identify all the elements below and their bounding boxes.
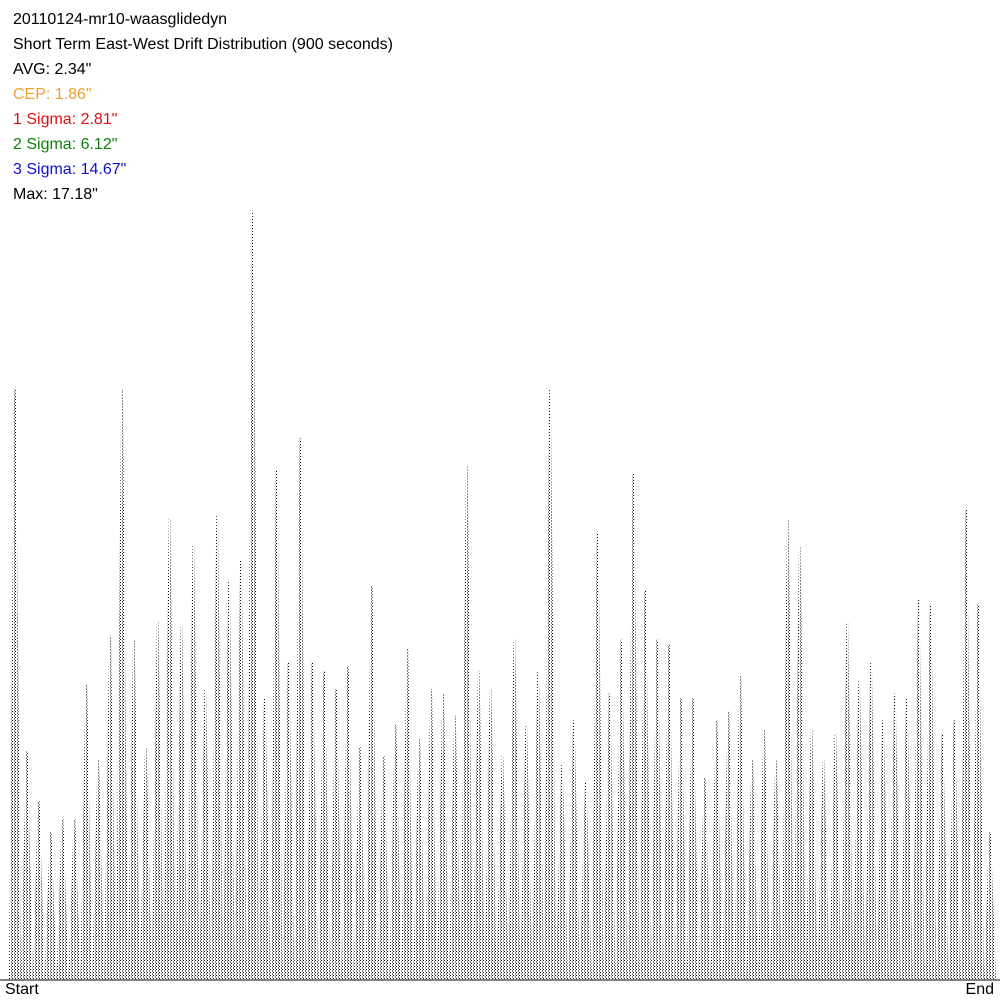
drift-spike bbox=[841, 621, 854, 980]
drift-spike bbox=[758, 729, 771, 980]
stat-line: 1 Sigma: 2.81" bbox=[13, 111, 117, 128]
drift-spike bbox=[710, 720, 723, 980]
chart-title: 20110124-mr10-waasglidedyn bbox=[13, 11, 227, 28]
drift-spike bbox=[829, 733, 842, 980]
drift-spike bbox=[603, 693, 616, 980]
drift-spike bbox=[448, 715, 461, 980]
drift-spike bbox=[353, 747, 366, 980]
drift-spike bbox=[44, 832, 57, 980]
drift-spike bbox=[199, 689, 212, 980]
drift-spike bbox=[223, 581, 236, 980]
drift-spike bbox=[127, 639, 140, 980]
drift-spike bbox=[258, 697, 271, 980]
drift-spike bbox=[746, 760, 759, 980]
drift-spike bbox=[627, 474, 640, 980]
drift-spike bbox=[472, 671, 485, 980]
stat-line: Max: 17.18" bbox=[13, 186, 98, 203]
stat-line: AVG: 2.34" bbox=[13, 61, 91, 78]
stat-line: 2 Sigma: 6.12" bbox=[13, 136, 117, 153]
drift-spike bbox=[270, 469, 283, 980]
drift-spike bbox=[805, 729, 818, 980]
drift-spike bbox=[425, 689, 438, 980]
drift-spike bbox=[662, 644, 675, 980]
drift-spike bbox=[639, 590, 652, 980]
drift-spike bbox=[68, 818, 81, 980]
drift-spike bbox=[365, 586, 378, 980]
drift-spike bbox=[544, 389, 557, 980]
drift-spike bbox=[318, 671, 331, 980]
drift-spike bbox=[948, 720, 961, 980]
drift-spike bbox=[56, 818, 69, 980]
drift-spike bbox=[734, 675, 747, 980]
drift-spike bbox=[984, 832, 996, 980]
drift-spike bbox=[401, 648, 414, 980]
drift-spike bbox=[80, 684, 93, 980]
drift-spike bbox=[413, 738, 426, 980]
drift-spike bbox=[496, 756, 509, 980]
drift-spike bbox=[520, 724, 533, 980]
drift-spike bbox=[686, 697, 699, 980]
drift-spike bbox=[116, 389, 129, 980]
drift-spike bbox=[377, 756, 390, 980]
x-label-end: End bbox=[966, 981, 994, 998]
drift-spike bbox=[591, 532, 604, 980]
drift-spike bbox=[234, 559, 247, 980]
drift-spike bbox=[793, 545, 806, 980]
drift-spike bbox=[865, 662, 878, 980]
drift-spike bbox=[389, 724, 402, 980]
drift-spike bbox=[9, 389, 21, 980]
drift-spike bbox=[888, 693, 901, 980]
drift-spike bbox=[960, 509, 973, 980]
drift-spike bbox=[330, 689, 343, 980]
drift-spike bbox=[282, 662, 295, 980]
drift-spike bbox=[567, 720, 580, 980]
drift-spike bbox=[972, 603, 985, 980]
drift-spike bbox=[722, 711, 735, 980]
drift-spike bbox=[555, 765, 568, 980]
drift-spike bbox=[187, 545, 200, 980]
drift-spike bbox=[615, 639, 628, 980]
stat-line: CEP: 1.86" bbox=[13, 86, 92, 103]
drift-spike bbox=[817, 760, 830, 980]
drift-spike bbox=[20, 751, 33, 980]
drift-spike bbox=[139, 747, 152, 980]
drift-spike bbox=[460, 465, 473, 980]
drift-spike bbox=[104, 635, 117, 980]
drift-spike bbox=[900, 697, 913, 980]
drift-spike bbox=[651, 639, 664, 980]
drift-spike bbox=[484, 689, 497, 980]
drift-spike bbox=[175, 626, 188, 980]
drift-spike bbox=[508, 639, 521, 980]
drift-spike bbox=[579, 783, 592, 980]
drift-spike bbox=[853, 680, 866, 980]
drift-spike bbox=[341, 666, 354, 980]
drift-spike bbox=[876, 720, 889, 980]
drift-spike bbox=[437, 693, 450, 980]
x-label-start: Start bbox=[5, 981, 39, 998]
drift-spike bbox=[674, 697, 687, 980]
drift-spike bbox=[698, 778, 711, 980]
drift-spike bbox=[924, 603, 937, 980]
drift-spike bbox=[163, 518, 176, 980]
drift-spike bbox=[912, 599, 925, 980]
chart-subtitle: Short Term East-West Drift Distribution … bbox=[13, 36, 393, 53]
drift-spike bbox=[151, 621, 164, 980]
drift-spike bbox=[769, 760, 782, 980]
drift-spike bbox=[936, 733, 949, 980]
drift-spike bbox=[92, 760, 105, 980]
drift-spike bbox=[781, 518, 794, 980]
drift-spike bbox=[32, 800, 45, 980]
drift-spike bbox=[306, 662, 319, 980]
stat-line: 3 Sigma: 14.67" bbox=[13, 161, 126, 178]
drift-spike bbox=[294, 438, 307, 980]
drift-spike bbox=[211, 514, 224, 980]
drift-spike bbox=[532, 671, 545, 980]
drift-spike bbox=[246, 210, 259, 980]
